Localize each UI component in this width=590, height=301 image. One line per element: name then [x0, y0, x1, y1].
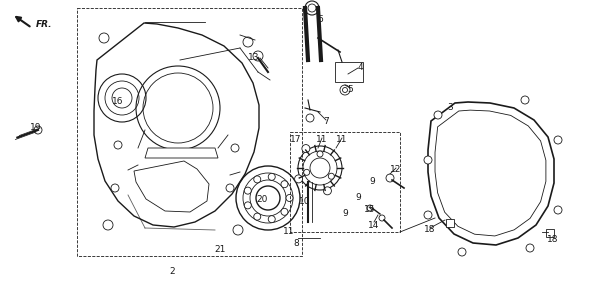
- Circle shape: [103, 220, 113, 230]
- Circle shape: [554, 206, 562, 214]
- Circle shape: [554, 136, 562, 144]
- Circle shape: [253, 51, 263, 61]
- Text: 10: 10: [299, 197, 311, 206]
- Circle shape: [434, 111, 442, 119]
- Text: 17: 17: [290, 135, 301, 144]
- Text: 18: 18: [548, 235, 559, 244]
- Circle shape: [302, 144, 310, 153]
- Text: 4: 4: [357, 64, 363, 73]
- Circle shape: [281, 208, 288, 215]
- Text: 5: 5: [347, 85, 353, 95]
- Bar: [290, 132, 400, 232]
- Text: 6: 6: [317, 15, 323, 24]
- Circle shape: [268, 216, 275, 223]
- Circle shape: [521, 96, 529, 104]
- Circle shape: [458, 248, 466, 256]
- Text: 11: 11: [336, 135, 348, 144]
- Circle shape: [424, 211, 432, 219]
- Circle shape: [231, 144, 239, 152]
- Text: 9: 9: [355, 194, 361, 203]
- Circle shape: [306, 114, 314, 122]
- Circle shape: [281, 181, 288, 188]
- Circle shape: [328, 173, 335, 179]
- Circle shape: [268, 173, 275, 180]
- Circle shape: [308, 4, 316, 12]
- Circle shape: [243, 37, 253, 47]
- Text: 11: 11: [316, 135, 328, 144]
- Circle shape: [367, 205, 373, 211]
- Circle shape: [294, 175, 303, 183]
- Text: FR.: FR.: [36, 20, 53, 29]
- Polygon shape: [428, 102, 554, 245]
- Circle shape: [526, 244, 534, 252]
- Text: 18: 18: [424, 225, 436, 234]
- Text: 9: 9: [342, 209, 348, 219]
- Text: 14: 14: [368, 222, 380, 231]
- Circle shape: [379, 215, 385, 221]
- Text: 13: 13: [248, 54, 260, 63]
- Bar: [546, 229, 554, 237]
- Circle shape: [114, 141, 122, 149]
- Circle shape: [111, 184, 119, 192]
- Circle shape: [305, 1, 319, 15]
- Circle shape: [386, 174, 394, 182]
- Circle shape: [304, 169, 310, 175]
- Bar: [446, 219, 454, 227]
- Text: 2: 2: [169, 268, 175, 277]
- Text: 20: 20: [256, 196, 268, 204]
- Circle shape: [286, 194, 293, 201]
- Circle shape: [244, 187, 251, 194]
- Text: 15: 15: [364, 206, 376, 215]
- Bar: [77, 8, 302, 256]
- Circle shape: [244, 202, 251, 209]
- Text: 16: 16: [112, 98, 124, 107]
- Circle shape: [343, 88, 348, 92]
- Text: 8: 8: [293, 238, 299, 247]
- Text: 12: 12: [391, 166, 402, 175]
- Circle shape: [424, 156, 432, 164]
- Circle shape: [317, 151, 323, 157]
- Polygon shape: [94, 23, 259, 227]
- Text: 7: 7: [323, 117, 329, 126]
- Polygon shape: [134, 161, 209, 212]
- Text: 21: 21: [214, 246, 226, 255]
- Circle shape: [34, 126, 42, 134]
- Circle shape: [340, 85, 350, 95]
- Circle shape: [323, 187, 332, 195]
- Circle shape: [99, 33, 109, 43]
- Bar: [335, 62, 363, 82]
- Text: 3: 3: [447, 103, 453, 111]
- Text: 11: 11: [283, 228, 295, 237]
- Circle shape: [226, 184, 234, 192]
- Polygon shape: [145, 148, 218, 158]
- Circle shape: [254, 176, 261, 183]
- Text: 19: 19: [30, 123, 42, 132]
- Text: 9: 9: [369, 178, 375, 187]
- Circle shape: [254, 213, 261, 220]
- Circle shape: [233, 225, 243, 235]
